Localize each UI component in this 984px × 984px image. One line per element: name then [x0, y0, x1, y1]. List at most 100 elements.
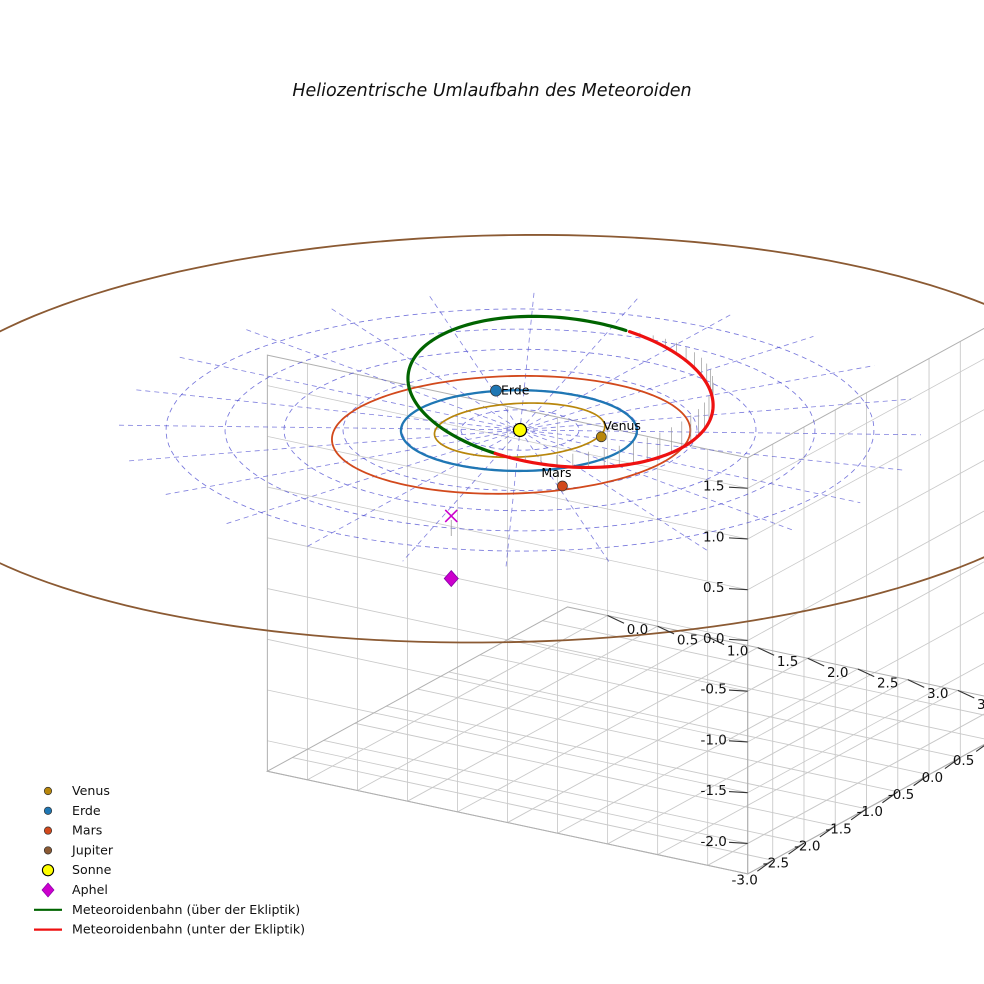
- z-tick-label: -0.5: [701, 682, 727, 698]
- y-tick-label: 2.5: [877, 675, 898, 691]
- tick-mark: [728, 537, 748, 540]
- tick-mark: [907, 679, 925, 688]
- axis-labels: -3.0-2.5-2.0-1.5-1.0-0.50.00.51.00.00.51…: [292, 81, 984, 889]
- pane-outline: [266, 354, 749, 875]
- legend-label: Aphel: [72, 882, 108, 897]
- legend-marker-jupiter: [43, 846, 53, 855]
- polar-circle: [342, 369, 698, 491]
- x-tick-label: -1.5: [825, 821, 851, 837]
- polar-spoke: [402, 298, 638, 562]
- grid-line: [747, 459, 984, 591]
- planet-marker-mars: [557, 480, 568, 492]
- meteoroid-orbit-below: [493, 330, 715, 470]
- tick-mark: [788, 842, 805, 855]
- legend-marker-venus: [43, 786, 53, 796]
- z-tick-label: -1.5: [701, 783, 727, 799]
- polar-circle: [165, 308, 875, 552]
- tick-mark: [850, 808, 867, 821]
- tick-mark: [728, 740, 748, 743]
- sun-marker: [512, 422, 528, 438]
- grid-line: [747, 358, 984, 489]
- z-tick-label: 1.0: [703, 529, 724, 545]
- tick-mark: [657, 625, 675, 635]
- tick-mark: [757, 647, 775, 656]
- grid-line: [747, 409, 984, 540]
- grid-line: [747, 561, 984, 692]
- legend: Venus Erde Mars Jupiter Sonne Aphel Meteoroide…: [34, 783, 305, 937]
- legend-marker-mars: [43, 826, 53, 835]
- grid-line: [267, 740, 748, 844]
- polar-spoke: [136, 389, 904, 471]
- x-tick-label: 0.5: [953, 753, 974, 769]
- x-tick-label: -0.5: [888, 787, 914, 803]
- tick-mark: [913, 774, 930, 787]
- planet-label-venus: Venus: [603, 418, 641, 433]
- grid-line: [267, 486, 748, 591]
- grid-line: [657, 689, 959, 856]
- orbit-mars: [331, 374, 692, 495]
- legend-label: Jupiter: [71, 842, 114, 857]
- x-tick-label: 0.0: [922, 770, 943, 786]
- legend-marker-sonne: [41, 864, 55, 877]
- y-tick-label: 1.0: [727, 643, 748, 659]
- legend-label: Meteoroidenbahn (unter der Ekliptik): [72, 922, 305, 937]
- tick-mark: [707, 636, 725, 646]
- z-tick-label: 0.5: [703, 580, 724, 596]
- z-tick-label: 1.5: [703, 479, 724, 495]
- planet-marker-venus: [595, 431, 607, 443]
- planet-label-mars: Mars: [541, 465, 571, 480]
- tick-mark: [728, 588, 748, 591]
- legend-label: Erde: [72, 803, 101, 818]
- x-tick-label: -2.0: [794, 838, 820, 854]
- legend-label: Mars: [72, 823, 102, 838]
- grid-line: [267, 638, 748, 743]
- grid-line: [747, 612, 984, 743]
- legend-marker-aphel: [41, 882, 55, 898]
- y-tick-label: 0.0: [627, 622, 648, 638]
- tick-mark: [944, 757, 961, 769]
- aphel-projection-x-icon: [444, 509, 458, 523]
- orbit-curves: [0, 234, 984, 644]
- polar-spoke: [129, 398, 911, 462]
- meteoroid-orbit-above: [406, 314, 628, 455]
- y-tick-label: 3.5: [977, 697, 984, 713]
- aphel-marker: [443, 569, 459, 588]
- planet-marker-erde: [490, 384, 502, 397]
- pane-outline: [747, 327, 984, 875]
- tick-mark: [857, 668, 875, 678]
- pane-gridlines: [265, 327, 984, 875]
- grid-line: [542, 620, 984, 716]
- legend-marker-erde: [43, 806, 53, 815]
- z-tick-label: -2.0: [701, 834, 727, 850]
- legend-label: Sonne: [72, 862, 112, 877]
- z-tick-label: -1.0: [701, 732, 727, 748]
- tick-mark: [957, 689, 975, 699]
- tick-mark: [728, 638, 748, 642]
- x-tick-label: -1.0: [857, 804, 883, 820]
- y-tick-label: 0.5: [677, 633, 698, 649]
- y-tick-label: 2.0: [827, 665, 848, 681]
- tick-mark: [819, 825, 836, 838]
- legend-label: Meteoroidenbahn (über der Ekliptik): [72, 902, 300, 917]
- grid-line: [267, 537, 748, 641]
- orbit-erde: [399, 389, 639, 473]
- orbit-venus: [433, 402, 606, 459]
- legend-label: Venus: [72, 783, 110, 798]
- tick-mark: [728, 841, 748, 844]
- body-markers: Mars Venus Erde: [443, 383, 641, 588]
- y-tick-label: 3.0: [927, 686, 948, 702]
- z-tick-label: 0.0: [703, 631, 724, 647]
- grid-line: [267, 435, 748, 540]
- tick-mark: [807, 657, 825, 667]
- polar-spoke: [331, 308, 709, 552]
- grid-line: [267, 689, 748, 794]
- grid-line: [747, 662, 984, 794]
- tick-mark: [728, 486, 748, 489]
- tick-mark: [882, 791, 899, 804]
- polar-spoke: [179, 356, 861, 504]
- grid-line: [747, 713, 984, 844]
- y-tick-label: 1.5: [777, 654, 798, 670]
- chart-title: Heliozentrische Umlaufbahn des Meteoroid…: [292, 81, 691, 101]
